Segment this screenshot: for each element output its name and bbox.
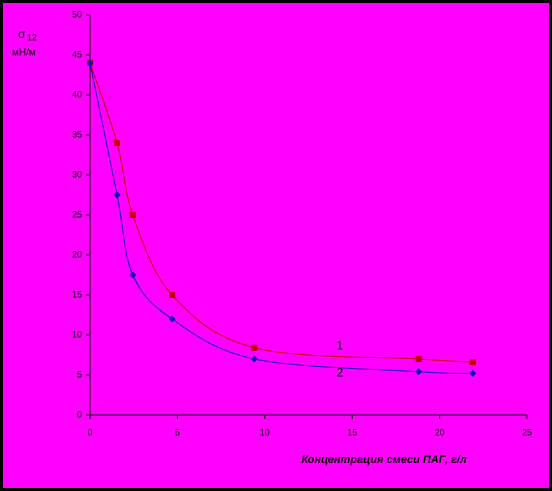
marker xyxy=(250,355,258,363)
y-tick-label: 0 xyxy=(77,409,82,419)
y-tick-label: 45 xyxy=(72,49,82,59)
y-tick-label: 5 xyxy=(77,369,82,379)
y-tick-label: 10 xyxy=(72,329,82,339)
marker xyxy=(114,140,121,146)
x-tick-label: 0 xyxy=(87,427,92,437)
series-label: 1 xyxy=(336,339,343,353)
y-tick-label: 40 xyxy=(72,89,82,99)
marker xyxy=(469,359,476,366)
y-label-subscript: 12 xyxy=(27,32,37,42)
x-label: Концентрация смеси ПАГ, г/л xyxy=(301,454,466,466)
y-label-symbol: σ xyxy=(18,27,26,41)
y-label-units: мН/м xyxy=(12,48,36,59)
marker xyxy=(415,356,422,362)
x-tick-label: 20 xyxy=(435,427,445,437)
marker xyxy=(168,315,176,323)
x-tick-label: 25 xyxy=(522,427,532,437)
series-label: 2 xyxy=(336,366,343,380)
marker xyxy=(129,271,137,279)
y-tick-label: 25 xyxy=(72,209,82,219)
marker xyxy=(415,368,423,376)
y-tick-label: 20 xyxy=(72,249,82,259)
x-tick-label: 15 xyxy=(347,427,357,437)
marker xyxy=(86,59,94,67)
y-tick-label: 35 xyxy=(72,129,82,139)
x-tick-label: 10 xyxy=(260,427,270,437)
y-tick-label: 50 xyxy=(72,9,82,19)
y-tick-label: 15 xyxy=(72,289,82,299)
marker xyxy=(251,344,258,351)
y-tick-label: 30 xyxy=(72,169,82,179)
marker xyxy=(169,292,176,298)
x-tick-label: 5 xyxy=(175,427,180,437)
marker xyxy=(129,212,136,218)
marker xyxy=(113,191,121,199)
marker xyxy=(469,369,477,377)
